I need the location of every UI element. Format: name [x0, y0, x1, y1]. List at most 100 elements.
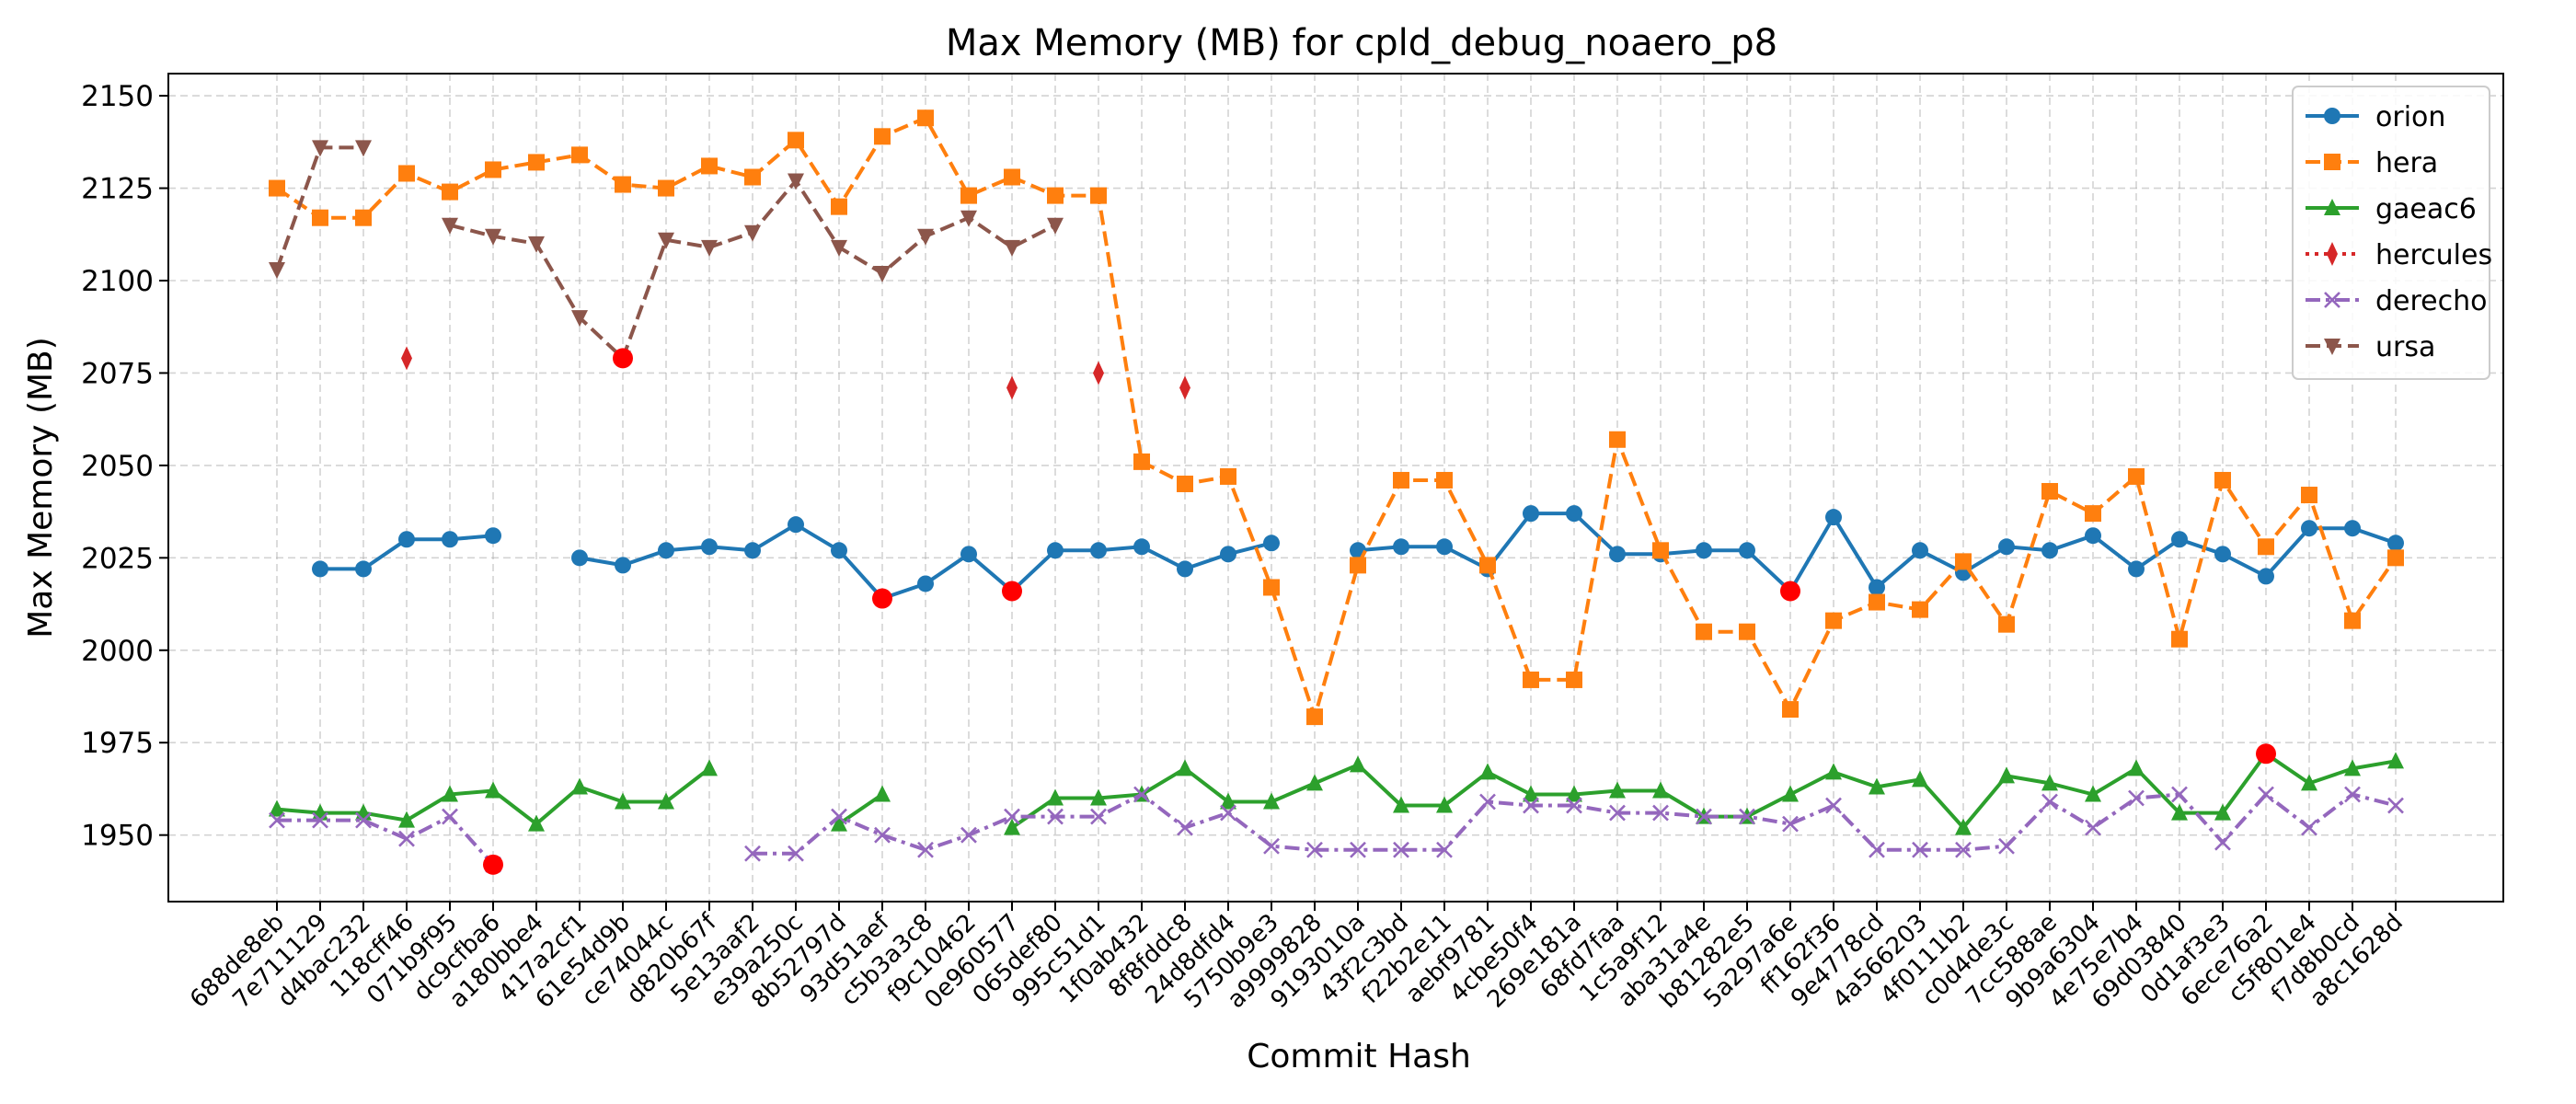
highlight-point: [613, 348, 633, 369]
data-point-orion: [1047, 542, 1064, 559]
data-point-orion: [398, 531, 415, 548]
data-point-orion: [831, 542, 847, 559]
data-point-hera: [701, 157, 718, 175]
data-point-gaeac6: [1306, 774, 1323, 791]
data-point-orion: [1090, 542, 1107, 559]
data-point-orion: [2344, 520, 2361, 537]
data-point-hera: [917, 109, 934, 127]
data-point-ursa: [528, 236, 545, 253]
data-point-hera: [960, 187, 977, 204]
legend-item-ursa: ursa: [2306, 331, 2435, 363]
data-point-hera: [744, 168, 761, 186]
series-derecho: [269, 786, 2404, 873]
legend-item-orion: orion: [2306, 101, 2445, 133]
data-point-gaeac6: [1869, 777, 1885, 795]
data-point-orion: [1436, 538, 1453, 556]
data-point-orion: [442, 531, 458, 548]
data-point-gaeac6: [2041, 774, 2058, 791]
data-point-derecho: [1436, 841, 1453, 858]
data-point-gaeac6: [485, 781, 501, 799]
data-point-hera: [1047, 187, 1064, 204]
data-point-hera: [1436, 471, 1453, 489]
data-point-derecho: [1306, 841, 1323, 858]
legend-label: orion: [2375, 101, 2445, 133]
highlight-point: [2256, 743, 2276, 765]
data-point-orion: [701, 538, 718, 556]
data-point-hera: [442, 183, 458, 201]
x-axis-label: Commit Hash: [1247, 1038, 1471, 1075]
data-point-gaeac6: [874, 785, 891, 802]
data-point-derecho: [1696, 808, 1712, 825]
grid: [168, 74, 2503, 902]
data-point-gaeac6: [1047, 788, 1064, 806]
data-point-hera: [1696, 623, 1712, 640]
data-point-orion: [1869, 579, 1885, 596]
data-point-gaeac6: [1393, 796, 1409, 813]
data-point-ursa: [658, 232, 674, 249]
data-point-hera: [2258, 538, 2274, 556]
y-tick-label: 2050: [81, 450, 154, 483]
highlight-point: [1780, 581, 1800, 602]
data-point-hera: [355, 209, 372, 226]
data-point-ursa: [355, 140, 372, 157]
data-point-gaeac6: [1479, 763, 1496, 780]
data-point-hera: [528, 154, 545, 171]
data-point-derecho: [960, 826, 977, 844]
data-point-hera: [1220, 467, 1236, 485]
data-point-orion: [788, 516, 804, 534]
data-point-orion: [2041, 542, 2058, 559]
data-point-hera: [1912, 601, 1928, 618]
data-point-hera: [1998, 615, 2015, 633]
y-tick-label: 2100: [81, 265, 154, 298]
data-point-ursa: [744, 224, 761, 242]
data-point-derecho: [442, 808, 458, 825]
data-point-hera: [1306, 708, 1323, 726]
data-point-hera: [2344, 612, 2361, 629]
data-point-orion: [1263, 535, 1280, 552]
data-point-orion: [355, 560, 372, 578]
data-point-hera: [1566, 671, 1582, 688]
data-point-gaeac6: [269, 799, 285, 817]
data-point-hera: [874, 128, 891, 145]
data-point-hera: [615, 176, 631, 193]
data-point-derecho: [1825, 797, 1842, 814]
data-point-gaeac6: [1998, 766, 2015, 784]
highlight-point: [483, 854, 503, 875]
legend-swatch-marker: [2324, 339, 2340, 355]
data-point-gaeac6: [1912, 770, 1928, 788]
data-point-orion: [2171, 531, 2188, 548]
series-hera: [269, 109, 2404, 726]
data-point-gaeac6: [2344, 759, 2361, 776]
data-point-derecho: [1004, 808, 1020, 825]
data-point-derecho: [1047, 808, 1064, 825]
data-point-hera: [788, 132, 804, 149]
data-point-ursa: [1047, 217, 1064, 235]
data-point-derecho: [1869, 841, 1885, 858]
data-point-orion: [615, 557, 631, 574]
data-point-hera: [1263, 579, 1280, 596]
data-point-derecho: [2214, 834, 2231, 851]
legend-swatch-marker: [2324, 199, 2340, 215]
data-point-hera: [1523, 671, 1539, 688]
data-point-gaeac6: [615, 792, 631, 810]
data-point-orion: [1523, 505, 1539, 523]
series-hercules: [401, 346, 1190, 400]
data-point-derecho: [398, 830, 415, 847]
data-point-hera: [1479, 557, 1496, 574]
data-point-derecho: [1393, 841, 1409, 858]
data-point-orion: [2128, 560, 2145, 578]
data-point-derecho: [788, 845, 804, 862]
data-point-gaeac6: [442, 785, 458, 802]
data-point-orion: [1566, 505, 1582, 523]
chart-title: Max Memory (MB) for cpld_debug_noaero_p8: [946, 22, 1777, 64]
data-point-hera: [1609, 431, 1626, 448]
data-point-derecho: [2344, 786, 2361, 803]
data-point-orion: [1393, 538, 1409, 556]
data-point-gaeac6: [1350, 755, 1366, 773]
data-point-derecho: [1090, 808, 1107, 825]
data-point-orion: [2387, 535, 2404, 552]
data-point-ursa: [442, 217, 458, 235]
data-point-gaeac6: [1263, 792, 1280, 810]
data-point-hercules: [1093, 361, 1104, 385]
data-point-gaeac6: [1523, 785, 1539, 802]
